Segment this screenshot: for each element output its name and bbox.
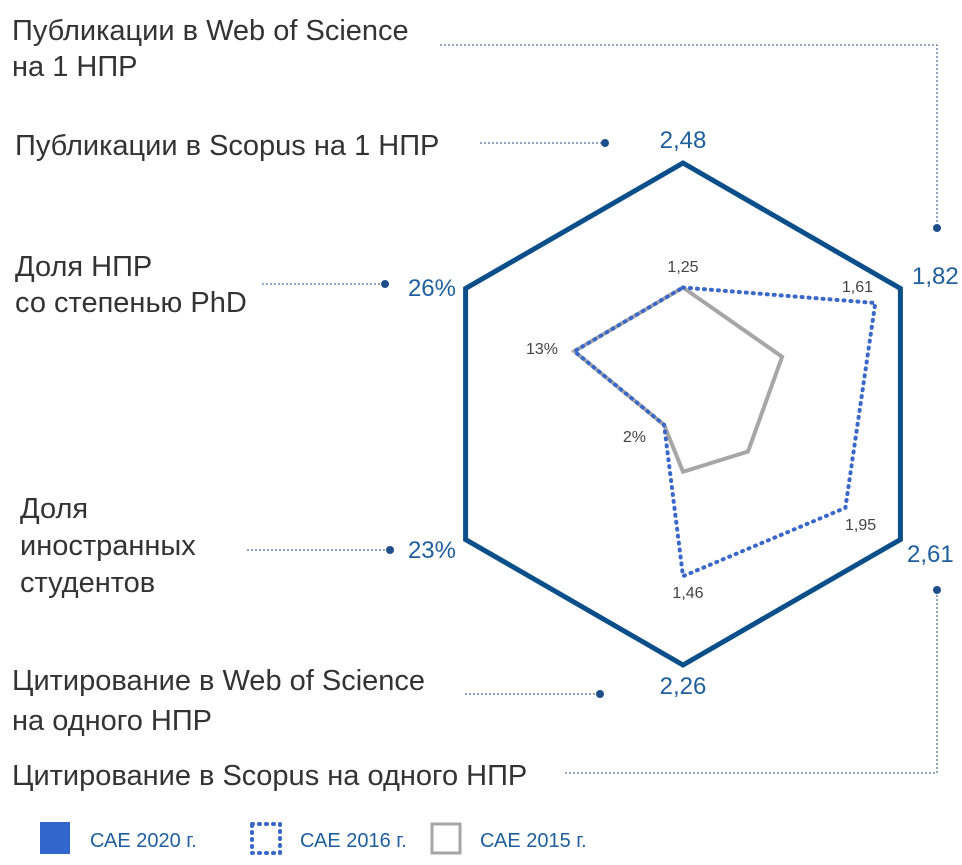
value-label: 2,61 (907, 541, 954, 568)
axis-label: Доля НПР со степенью PhD (15, 251, 247, 319)
series-line (463, 160, 903, 668)
axis-label: Доля иностранных студентов (20, 493, 196, 599)
value-label: 2,48 (660, 127, 707, 154)
legend-swatch (40, 822, 70, 854)
value-label: 1,25 (667, 259, 698, 276)
value-label: 23% (408, 537, 456, 564)
leader-dot (386, 546, 394, 554)
leader-dot (381, 280, 389, 288)
leader-dot (933, 586, 941, 594)
value-label: 1,82 (912, 263, 959, 290)
leader-dot (601, 139, 609, 147)
value-label: 1,46 (672, 585, 703, 602)
leader-line (565, 590, 938, 774)
value-label: 26% (408, 275, 456, 302)
axis-label: Цитирование в Web of Science на одного НП… (12, 665, 425, 737)
leader-line (440, 44, 938, 228)
value-label: 2% (623, 429, 646, 446)
leader-dot (933, 224, 941, 232)
series-line (570, 285, 878, 580)
legend-swatch (430, 822, 462, 855)
axis-label: Цитирование в Scopus на одного НПР (12, 760, 527, 792)
legend-label: САЕ 2016 г. (300, 830, 407, 852)
axis-label: Публикации в Web of Science на 1 НПР (12, 15, 409, 83)
legend-swatch (250, 822, 282, 855)
leaders (247, 44, 941, 774)
value-label: 2,26 (660, 673, 707, 700)
leader-dot (596, 690, 604, 698)
value-label: 13% (526, 341, 558, 358)
legend-label: САЕ 2020 г. (90, 830, 197, 852)
legend-label: САЕ 2015 г. (480, 830, 587, 852)
series-line (570, 285, 785, 475)
value-label: 1,95 (845, 517, 876, 534)
axis-label: Публикации в Scopus на 1 НПР (15, 130, 439, 162)
value-label: 1,61 (842, 279, 873, 296)
